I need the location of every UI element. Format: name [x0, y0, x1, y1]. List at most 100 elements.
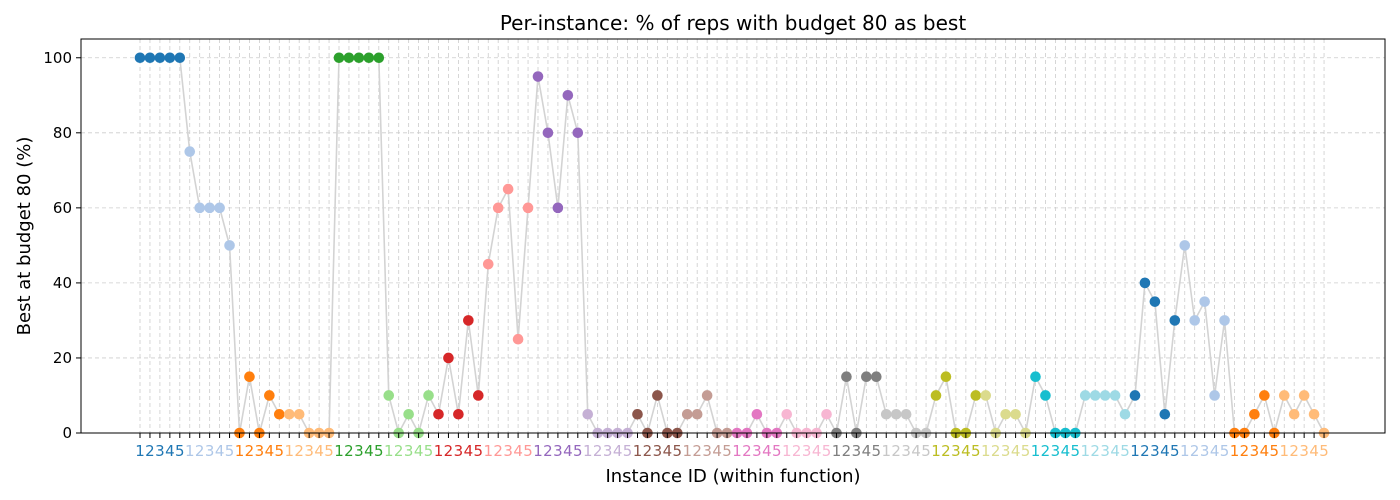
x-tick-label: 5 — [872, 442, 882, 460]
data-point — [1079, 390, 1091, 401]
data-point — [1259, 390, 1270, 401]
x-tick-label: 2 — [245, 442, 255, 460]
x-tick-label: 1 — [782, 442, 792, 460]
data-point — [443, 352, 454, 364]
x-tick-label: 1 — [185, 442, 195, 460]
data-point — [652, 390, 663, 401]
x-tick-label: 5 — [1319, 442, 1329, 460]
x-tick-label: 3 — [951, 442, 961, 460]
x-tick-label: 2 — [195, 442, 205, 460]
data-point — [1139, 277, 1151, 289]
data-point — [751, 408, 763, 420]
x-tick-label: 4 — [812, 442, 822, 460]
x-tick-label: 5 — [424, 442, 434, 460]
x-tick-label: 2 — [593, 442, 603, 460]
data-point — [1249, 408, 1260, 420]
data-point — [473, 390, 484, 401]
x-tick-label: 3 — [702, 442, 712, 460]
x-tick-label: 3 — [1100, 442, 1110, 460]
x-tick-label: 2 — [1240, 442, 1250, 460]
data-point — [542, 127, 554, 139]
x-tick-label: 3 — [802, 442, 812, 460]
data-point — [463, 315, 474, 326]
x-tick-label: 5 — [374, 442, 384, 460]
data-point — [293, 408, 305, 420]
data-point — [353, 52, 365, 64]
x-tick-label: 1 — [533, 442, 543, 460]
x-tick-label: 5 — [722, 442, 732, 460]
x-tick-label: 3 — [205, 442, 215, 460]
y-tick-label: 20 — [53, 349, 72, 367]
x-tick-label: 3 — [354, 442, 364, 460]
y-axis-label: Best at budget 80 (%) — [14, 137, 35, 336]
x-tick-label: 2 — [742, 442, 752, 460]
x-tick-label: 5 — [275, 442, 285, 460]
x-tick-label: 4 — [613, 442, 623, 460]
data-point — [214, 202, 225, 214]
x-tick-label: 4 — [1260, 442, 1270, 460]
data-point — [1179, 240, 1191, 251]
y-tick-label: 0 — [62, 424, 72, 442]
x-tick-label: 5 — [1120, 442, 1130, 460]
x-tick-label: 1 — [334, 442, 344, 460]
x-tick-label: 2 — [891, 442, 901, 460]
data-point — [274, 408, 285, 420]
x-tick-label: 3 — [1001, 442, 1011, 460]
x-tick-label: 3 — [454, 442, 464, 460]
x-tick-label: 4 — [414, 442, 424, 460]
x-tick-label: 2 — [294, 442, 304, 460]
x-tick-label: 5 — [971, 442, 981, 460]
x-tick-label: 2 — [1190, 442, 1200, 460]
x-tick-label: 5 — [573, 442, 583, 460]
y-tick-label: 80 — [53, 124, 72, 142]
x-axis-label: Instance ID (within function) — [605, 466, 860, 487]
grid — [81, 39, 1385, 434]
data-point — [492, 202, 504, 214]
x-tick-label: 3 — [1051, 442, 1061, 460]
data-point — [1099, 390, 1111, 401]
x-tick-label: 5 — [1270, 442, 1280, 460]
x-tick-label: 2 — [842, 442, 852, 460]
data-point — [1040, 390, 1051, 401]
x-tick-label: 5 — [1220, 442, 1230, 460]
data-point — [403, 408, 414, 420]
data-point — [363, 52, 375, 64]
data-point — [154, 52, 166, 64]
series-connector-line — [140, 56, 1325, 437]
x-tick-label: 4 — [314, 442, 324, 460]
x-tick-label: 1 — [682, 442, 692, 460]
data-point — [1030, 371, 1041, 383]
x-tick-label: 4 — [762, 442, 772, 460]
x-tick-label: 4 — [911, 442, 921, 460]
data-point — [841, 371, 852, 383]
x-tick-label: 2 — [493, 442, 503, 460]
x-tick-label: 4 — [1309, 442, 1319, 460]
x-tick-label: 1 — [931, 442, 941, 460]
x-tick-label: 2 — [1140, 442, 1150, 460]
x-tick-label: 4 — [215, 442, 225, 460]
data-point — [174, 52, 186, 64]
x-tick-label: 1 — [732, 442, 742, 460]
x-tick-label: 3 — [1200, 442, 1210, 460]
data-point — [164, 52, 176, 64]
x-tick-label: 1 — [832, 442, 842, 460]
data-point — [1288, 408, 1300, 420]
data-point — [572, 127, 584, 139]
x-tick-label: 4 — [712, 442, 722, 460]
x-tick-label: 1 — [1080, 442, 1090, 460]
x-tick-label: 4 — [1061, 442, 1071, 460]
x-tick-label: 4 — [961, 442, 971, 460]
data-point — [552, 202, 564, 214]
data-point — [283, 408, 295, 420]
data-point — [582, 408, 594, 420]
y-tick-label: 40 — [53, 274, 72, 292]
x-tick-label: 3 — [603, 442, 613, 460]
x-tick-label: 1 — [881, 442, 891, 460]
x-tick-label: 5 — [673, 442, 683, 460]
x-tick-label: 5 — [1170, 442, 1180, 460]
data-point — [980, 390, 992, 401]
data-point — [1000, 408, 1011, 420]
x-tick-label: 1 — [434, 442, 444, 460]
